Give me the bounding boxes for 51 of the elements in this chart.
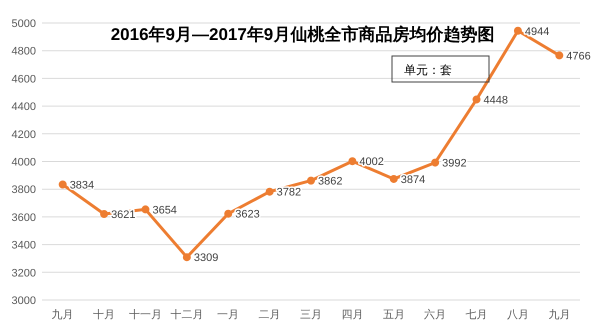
- point: [224, 210, 232, 218]
- point: [514, 26, 522, 35]
- data-label: 3654: [152, 204, 177, 216]
- chart-title: 2016年9月—2017年9月仙桃全市商品房均价趋势图: [110, 25, 494, 44]
- x-tick-label: 四月: [341, 309, 364, 321]
- data-label: 4002: [359, 156, 384, 168]
- x-tick-label: 一月: [217, 309, 240, 321]
- x-tick-label: 九月: [548, 308, 570, 321]
- y-tick-label: 4200: [12, 128, 36, 141]
- point: [100, 210, 108, 218]
- y-tick-label: 3200: [12, 267, 36, 280]
- x-tick-label: 九月: [52, 308, 74, 321]
- data-label: 3862: [318, 176, 342, 188]
- x-tick-label: 七月: [466, 308, 488, 321]
- point: [266, 188, 274, 196]
- x-tick-label: 八月: [506, 309, 529, 321]
- data-label: 4766: [566, 50, 591, 62]
- data-label: 3834: [70, 179, 94, 192]
- point: [348, 157, 356, 166]
- y-tick-label: 4000: [12, 156, 36, 168]
- data-label: 3874: [400, 174, 426, 186]
- x-tick-label: 三月: [300, 309, 322, 321]
- x-tick-label: 十月: [93, 308, 116, 321]
- y-tick-label: 4800: [12, 46, 36, 58]
- data-label: 4448: [484, 94, 508, 106]
- y-tick-label: 3400: [12, 240, 36, 252]
- y-tick-label: 3600: [12, 212, 36, 224]
- y-tick-label: 3800: [12, 184, 36, 196]
- data-label: 3782: [276, 186, 302, 199]
- annotation: 单元：套: [404, 63, 452, 77]
- point: [307, 176, 315, 185]
- point: [555, 51, 564, 60]
- y-tick-label: 4400: [12, 101, 36, 114]
- y-tick-label: 5000: [12, 18, 36, 30]
- point: [390, 174, 398, 183]
- data-label: 3992: [442, 158, 467, 170]
- x-tick-label: 二月: [258, 309, 281, 321]
- point: [472, 95, 481, 104]
- point: [431, 158, 440, 167]
- x-tick-label: 六月: [424, 308, 446, 321]
- point: [141, 205, 150, 214]
- y-tick-label: 4600: [12, 73, 36, 86]
- point: [182, 253, 191, 262]
- data-label: 4944: [524, 26, 550, 38]
- data-label: 3309: [194, 252, 218, 264]
- x-tick-label: 十一月: [128, 308, 162, 321]
- data-label: 3623: [235, 208, 260, 221]
- x-tick-label: 十二月: [170, 308, 204, 321]
- y-tick-label: 3000: [12, 295, 36, 307]
- x-tick-label: 五月: [382, 309, 405, 321]
- point: [58, 180, 67, 188]
